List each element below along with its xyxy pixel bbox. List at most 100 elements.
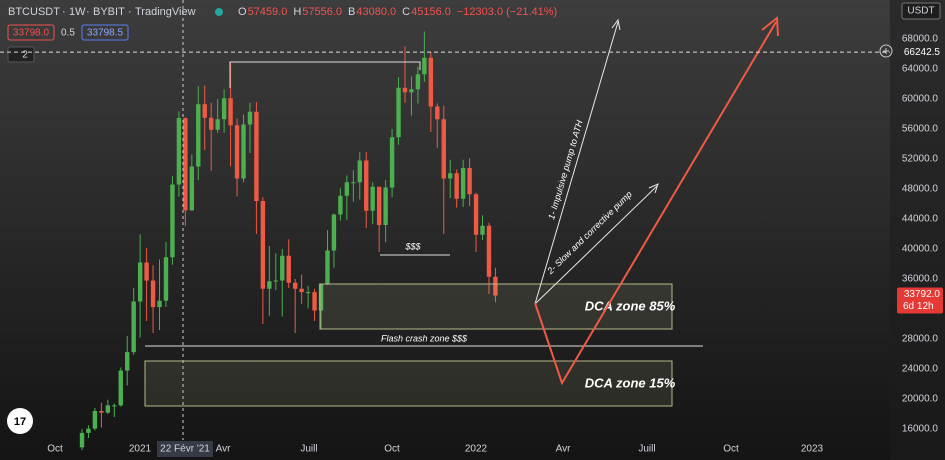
candle-body [286,255,291,283]
candle-body [415,74,421,90]
sep: · [128,6,132,18]
time-label: 22 Févr '21 [160,444,210,455]
candle-body [183,118,188,211]
candle-body [299,288,304,293]
candle-body [493,276,498,296]
candle-body [157,300,162,308]
arrow-1-head [611,18,621,31]
candle-body [280,255,285,281]
arrow-2-head [648,183,659,194]
currency[interactable]: USDT [907,6,934,17]
candle-body [383,187,388,226]
candle-body [99,411,104,413]
candle-body [189,166,195,211]
sell-box[interactable] [7,24,55,41]
ohlc-key: B [348,6,355,18]
ohlc-value: 57556.0 [302,6,342,18]
candle-body [215,119,220,130]
candle-body [312,292,317,311]
candle-body [364,160,369,211]
spread: 0.5 [61,28,75,39]
add-button[interactable] [879,44,893,58]
time-label: Juill [638,444,655,455]
change: −12303.0 (−21.41%) [457,6,557,18]
candle-body [221,98,227,120]
logo-mark: 17 [14,416,26,428]
time-label: 2022 [465,444,488,455]
indicator-toggle[interactable] [7,46,35,63]
candle-body [79,432,85,448]
top-line [229,61,421,88]
candle-body [396,87,401,138]
ohlc-key: O [238,6,247,18]
candle-body [486,225,492,277]
ohlc-key: H [293,6,301,18]
candle-body [467,168,472,195]
exchange: BYBIT [93,6,125,18]
candle-body [125,352,130,371]
candle-body [176,118,182,185]
red-arrow-head [761,16,779,37]
candle-body [228,98,233,126]
red-path [534,21,777,386]
last-price-bg [897,287,943,314]
buy-box[interactable] [81,24,129,41]
candle-body [163,257,169,301]
time-label: Oct [723,444,739,455]
symbol: BTCUSDT [8,6,60,18]
price-label: 40000.0 [902,244,939,255]
candle-body [209,117,214,130]
price-label: 52000.0 [902,154,939,165]
candle-body [370,186,375,211]
candle-body [112,405,117,407]
candle-body [137,262,143,302]
candle-body [150,280,156,308]
add-icon[interactable] [883,48,889,54]
ath-label: 66242.5 [904,47,941,58]
candle-body [448,173,453,179]
time-label: 2023 [801,444,824,455]
price-label: 48000.0 [902,184,939,195]
candle-body [260,201,266,289]
flash-crash-label: Flash crash zone $$$ [381,333,468,343]
price-label: 64000.0 [902,64,939,75]
dca-85-label: DCA zone 85% [585,298,676,313]
sell-price[interactable]: 33798.0 [13,28,50,39]
ohlc-value: 57459.0 [248,6,288,18]
status-dot [215,8,223,16]
indicator-count[interactable]: 2 [22,50,28,61]
candle-body [325,250,330,284]
currency-box[interactable] [901,2,941,20]
candle-body [241,124,246,179]
candle-body [376,186,382,226]
price-axis-bg [890,0,945,460]
time-label: Oct [384,444,400,455]
price-label: 28000.0 [902,334,939,345]
last-price-label: 33792.0 [904,289,941,300]
time-label: Avr [216,444,231,455]
candle-body [331,214,337,251]
price-label: 20000.0 [902,394,939,405]
ohlc-value: 43080.0 [356,6,396,18]
buy-price[interactable]: 33798.5 [87,28,124,39]
time-label: Oct [47,444,63,455]
price-label: 60000.0 [902,94,939,105]
ath-label-bg [899,45,943,60]
time-label: Avr [556,444,571,455]
candle-body [105,405,111,413]
candle-body [254,111,259,202]
dca-85-box [319,283,673,330]
candle-body [273,280,278,282]
interval: 1W [69,6,86,18]
candle-body [144,262,149,281]
candle-body [344,182,350,196]
candle-body [351,182,356,184]
time-label: 2021 [129,444,152,455]
candle-body [338,195,343,215]
dca-15-label: DCA zone 15% [585,375,676,390]
candle-body [202,104,207,118]
candle-body [441,119,446,179]
candle-body [402,87,408,93]
price-label: 16000.0 [902,424,939,435]
